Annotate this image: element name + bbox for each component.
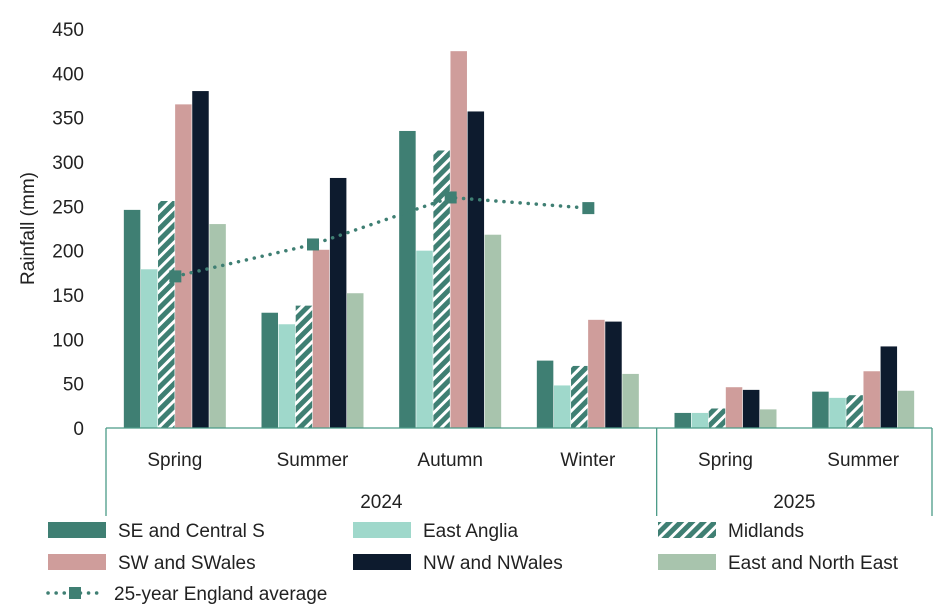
bar-nw-and-nwales [467,111,485,429]
bar-east-anglia [691,412,709,428]
y-tick-label: 400 [52,64,84,85]
bar-east-anglia [416,250,433,428]
bar-east-and-north-east [347,293,364,428]
legend-label: East and North East [728,553,899,574]
bar-midlands [571,365,588,428]
bar-se-and-central-s [399,130,416,428]
y-tick-label: 100 [52,330,84,351]
legend-swatch [658,554,716,570]
y-tick-label: 0 [73,419,84,440]
legend-average-marker [69,587,81,599]
y-tick-label: 300 [52,153,84,174]
bar-se-and-central-s [674,412,691,428]
y-tick-label: 450 [52,20,84,41]
legend-label: SW and SWales [118,553,256,574]
bar-east-and-north-east [622,373,639,428]
x-category-label: Autumn [417,450,482,471]
bar-se-and-central-s [536,360,554,428]
x-group-label: 2025 [773,492,815,513]
bar-sw-and-swales [450,51,467,429]
y-axis-title: Rainfall (mm) [18,172,39,285]
legend-swatch [48,522,106,538]
y-tick-label: 250 [52,197,84,218]
bar-sw-and-swales [725,387,743,428]
average-marker [307,238,319,251]
legend-label: Midlands [728,521,804,542]
bar-midlands [433,150,450,428]
bar-east-and-north-east [760,409,777,428]
bar-nw-and-nwales [742,389,760,428]
bar-midlands [846,395,863,428]
x-category-label: Summer [277,450,349,471]
legend-swatch [48,554,106,570]
bar-nw-and-nwales [192,91,209,429]
legend-label: SE and Central S [118,521,265,542]
bar-se-and-central-s [812,391,829,428]
bar-nw-and-nwales [329,177,347,428]
y-tick-label: 350 [52,109,84,130]
bar-se-and-central-s [123,209,141,428]
x-category-label: Winter [560,450,616,471]
bar-se-and-central-s [261,312,278,428]
bar-east-and-north-east [897,390,915,428]
x-group-label: 2024 [360,492,403,513]
legend-label: East Anglia [423,521,518,542]
legend-swatch [353,554,411,570]
bar-midlands [708,408,726,428]
bar-east-and-north-east [484,234,502,428]
x-category-label: Spring [698,450,753,471]
y-tick-label: 200 [52,242,84,263]
bar-sw-and-swales [588,319,605,428]
bar-nw-and-nwales [605,321,622,428]
bar-east-anglia [278,324,296,428]
bar-sw-and-swales [863,371,880,428]
bar-east-anglia [553,385,571,428]
bar-sw-and-swales [175,104,192,428]
y-tick-label: 50 [63,375,84,396]
legend-label: 25-year England average [114,584,327,605]
bar-east-anglia [829,397,846,428]
x-category-label: Summer [827,450,899,471]
legend-swatch [353,522,411,538]
legend-label: NW and NWales [423,553,563,574]
bar-east-anglia [140,269,158,428]
bar-midlands [158,201,175,428]
x-category-label: Spring [147,450,202,471]
average-line [173,195,591,279]
average-marker [169,270,182,283]
bar-midlands [295,305,313,428]
bar-sw-and-swales [312,249,330,428]
bar-east-and-north-east [209,224,226,428]
average-marker [444,191,457,204]
average-marker [582,202,595,215]
y-tick-label: 150 [52,286,84,307]
legend-swatch [658,522,716,538]
bar-nw-and-nwales [880,346,898,428]
